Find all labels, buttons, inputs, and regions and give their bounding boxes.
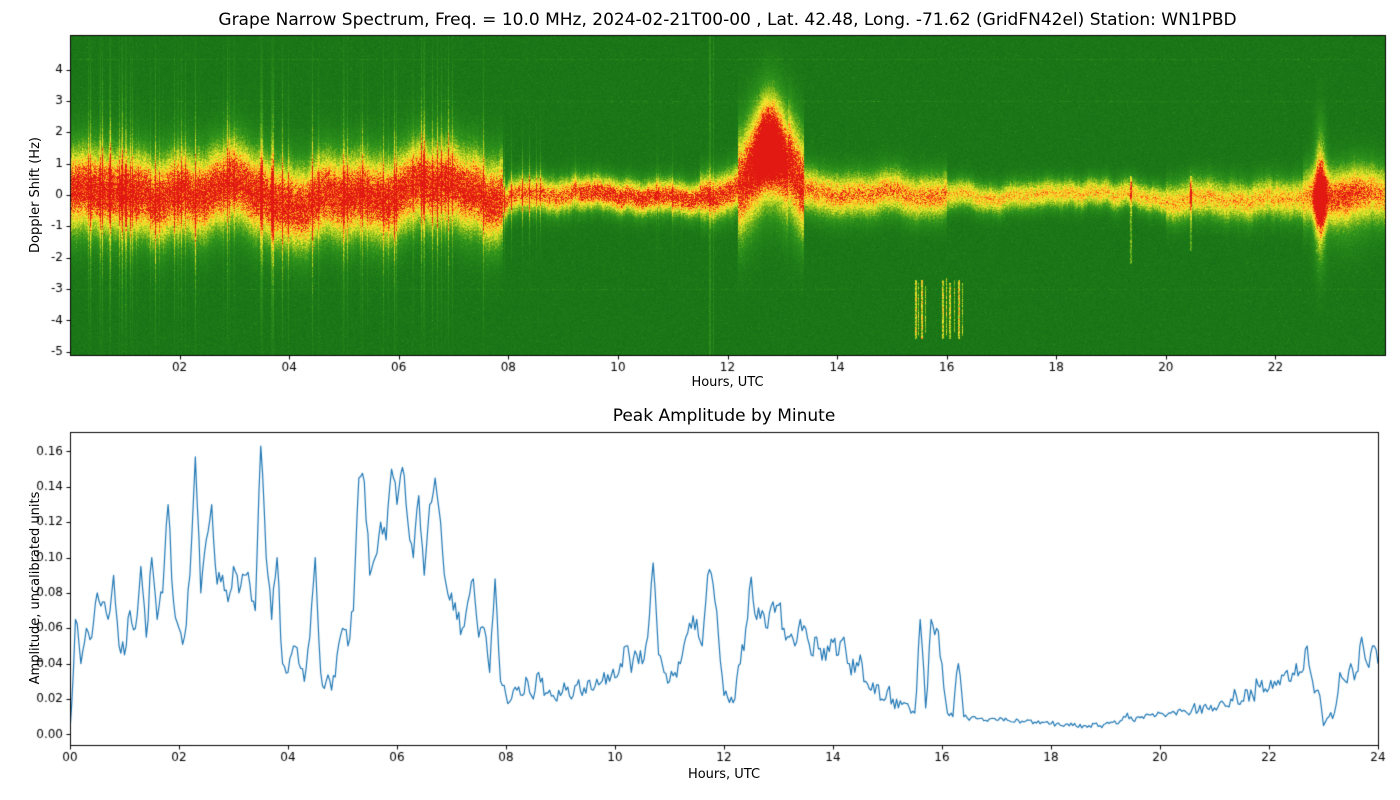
spectrogram-ylabel: Doppler Shift (Hz) <box>28 137 43 253</box>
amplitude-ylabel: Amplitude, uncalibrated units <box>28 491 43 685</box>
amplitude-xlabel: Hours, UTC <box>687 767 761 782</box>
amplitude-canvas <box>0 400 1400 800</box>
spectrogram-xlabel: Hours, UTC <box>691 375 764 390</box>
spectrogram-canvas <box>0 0 1400 400</box>
